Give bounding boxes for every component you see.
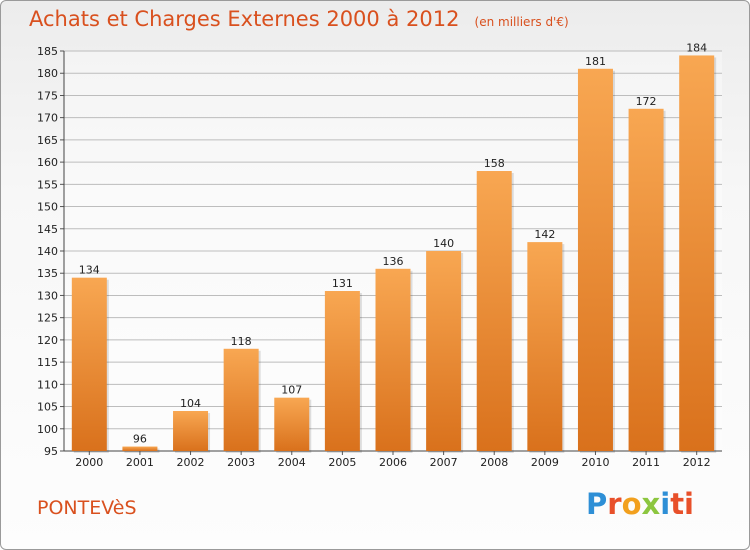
y-tick-label: 145 [37,223,58,236]
x-tick-label: 2008 [480,456,508,469]
logo-letter: ti [670,487,694,521]
y-tick-label: 170 [37,112,58,125]
bar [122,446,158,451]
bar-value-label: 104 [180,397,201,410]
x-tick-label: 2010 [581,456,609,469]
bar [375,268,411,451]
y-tick-label: 155 [37,178,58,191]
y-tick-label: 120 [37,334,58,347]
y-tick-label: 125 [37,312,58,325]
x-tick-label: 2009 [531,456,559,469]
chart-unit: (en milliers d'€) [474,15,569,29]
commune-name: PONTEVèS [37,497,137,519]
bar-value-label: 140 [433,237,454,250]
y-tick-label: 95 [44,445,58,458]
y-tick-label: 165 [37,134,58,147]
bar-value-label: 172 [636,95,657,108]
bar-value-label: 118 [231,335,252,348]
y-tick-label: 115 [37,356,58,369]
bar [173,411,209,451]
bar-value-label: 184 [686,41,707,54]
y-tick-label: 185 [37,45,58,58]
chart-title-text: Achats et Charges Externes 2000 à 2012 [29,7,460,31]
x-tick-label: 2002 [177,456,205,469]
bar [426,251,462,451]
bar [223,348,259,451]
y-tick-label: 140 [37,245,58,258]
bar [324,291,360,451]
x-tick-label: 2005 [328,456,356,469]
bar [71,277,107,451]
y-tick-label: 105 [37,401,58,414]
bar-value-label: 96 [133,433,147,446]
bar [577,68,613,452]
x-tick-label: 2007 [430,456,458,469]
bar-value-label: 131 [332,277,353,290]
y-tick-label: 180 [37,67,58,80]
y-tick-label: 150 [37,201,58,214]
bar [679,55,715,451]
x-tick-label: 2000 [75,456,103,469]
bar-value-label: 107 [281,384,302,397]
x-tick-label: 2001 [126,456,154,469]
bar-value-label: 136 [383,255,404,268]
logo-letter: x [641,487,661,521]
x-tick-label: 2012 [683,456,711,469]
chart-title: Achats et Charges Externes 2000 à 2012 (… [29,7,569,31]
bar [476,171,512,451]
x-tick-label: 2006 [379,456,407,469]
bar-value-label: 181 [585,55,606,68]
x-tick-label: 2004 [278,456,306,469]
bar [274,397,310,451]
x-tick-label: 2003 [227,456,255,469]
bar-value-label: 134 [79,264,100,277]
y-tick-label: 100 [37,423,58,436]
bar-value-label: 158 [484,157,505,170]
x-tick-label: 2011 [632,456,660,469]
proxiti-logo: Proxiti [586,487,694,521]
y-tick-label: 110 [37,378,58,391]
bar [527,242,563,451]
logo-letter: i [660,487,671,521]
bar [628,108,664,452]
logo-letter: r [607,487,622,521]
y-tick-label: 175 [37,89,58,102]
y-tick-label: 135 [37,267,58,280]
bar-value-label: 142 [534,228,555,241]
y-tick-label: 160 [37,156,58,169]
y-tick-label: 130 [37,289,58,302]
logo-letter: P [586,487,608,521]
logo-letter: o [621,487,642,521]
